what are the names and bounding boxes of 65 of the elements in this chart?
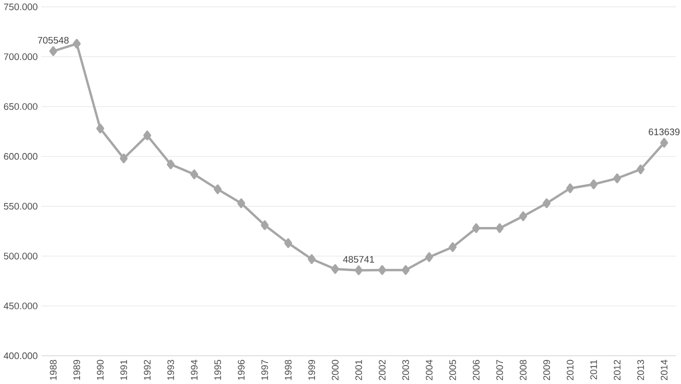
y-tick-label: 550.000 <box>4 202 38 210</box>
point <box>613 173 622 184</box>
x-tick-label: 1997 <box>261 360 268 380</box>
y-tick-label: 600.000 <box>4 152 38 160</box>
x-tick-label: 2011 <box>590 360 598 380</box>
point <box>143 130 152 140</box>
x-tick-label: 1992 <box>144 360 151 380</box>
point <box>425 252 434 262</box>
point <box>96 124 104 134</box>
point <box>542 198 551 208</box>
y-tick-label: 700.000 <box>4 53 38 60</box>
x-tick-label: 1988 <box>50 360 57 380</box>
point <box>284 238 292 248</box>
x-tick-label: 2006 <box>472 360 480 380</box>
x-tick-label: 2003 <box>402 360 410 380</box>
x-tick-label: 2012 <box>614 360 621 380</box>
point <box>636 164 645 174</box>
x-tick-label: 2014 <box>660 360 668 380</box>
x-tick-label: 1989 <box>73 360 80 380</box>
point <box>448 242 457 252</box>
x-tick-label: 2005 <box>449 360 456 380</box>
data-label: 485741 <box>343 256 374 263</box>
point <box>166 159 175 170</box>
point <box>190 169 198 180</box>
y-tick-label: 750.000 <box>4 3 38 10</box>
x-tick-label: 1990 <box>96 360 104 380</box>
point <box>519 211 528 222</box>
x-tick-label: 1991 <box>120 360 128 380</box>
point <box>72 38 81 49</box>
point <box>378 265 386 275</box>
x-tick-label: 1998 <box>284 360 292 380</box>
x-tick-label: 2013 <box>637 360 644 380</box>
point <box>49 46 58 56</box>
point <box>496 223 504 233</box>
y-tick-label: 400.000 <box>4 352 38 360</box>
point <box>237 198 246 208</box>
point <box>214 184 222 194</box>
x-tick-label: 2007 <box>496 360 504 380</box>
point <box>120 153 128 164</box>
point <box>260 220 269 230</box>
x-tick-label: 2008 <box>520 360 527 380</box>
y-tick-label: 500.000 <box>4 252 38 260</box>
x-tick-label: 1999 <box>308 360 316 380</box>
point <box>402 265 410 275</box>
x-tick-label: 1996 <box>238 360 245 380</box>
y-tick-label: 450.000 <box>4 302 38 310</box>
x-tick-label: 2009 <box>543 360 550 380</box>
point <box>472 223 480 233</box>
x-tick-label: 2004 <box>426 360 433 380</box>
point <box>331 264 340 274</box>
data-label: 613639 <box>648 128 680 136</box>
x-tick-label: 1995 <box>214 360 222 380</box>
point <box>308 254 316 264</box>
x-tick-label: 2010 <box>566 360 574 380</box>
point <box>660 138 668 148</box>
x-tick-label: 2002 <box>378 360 386 380</box>
x-tick-label: 1994 <box>190 360 198 380</box>
x-tick-label: 1993 <box>167 360 174 380</box>
y-tick-label: 650.000 <box>4 103 38 110</box>
point <box>566 183 574 194</box>
x-tick-label: 2000 <box>332 360 339 380</box>
point <box>354 265 363 276</box>
point <box>590 179 598 190</box>
x-tick-label: 2001 <box>355 360 362 380</box>
data-label: 705548 <box>38 36 69 44</box>
